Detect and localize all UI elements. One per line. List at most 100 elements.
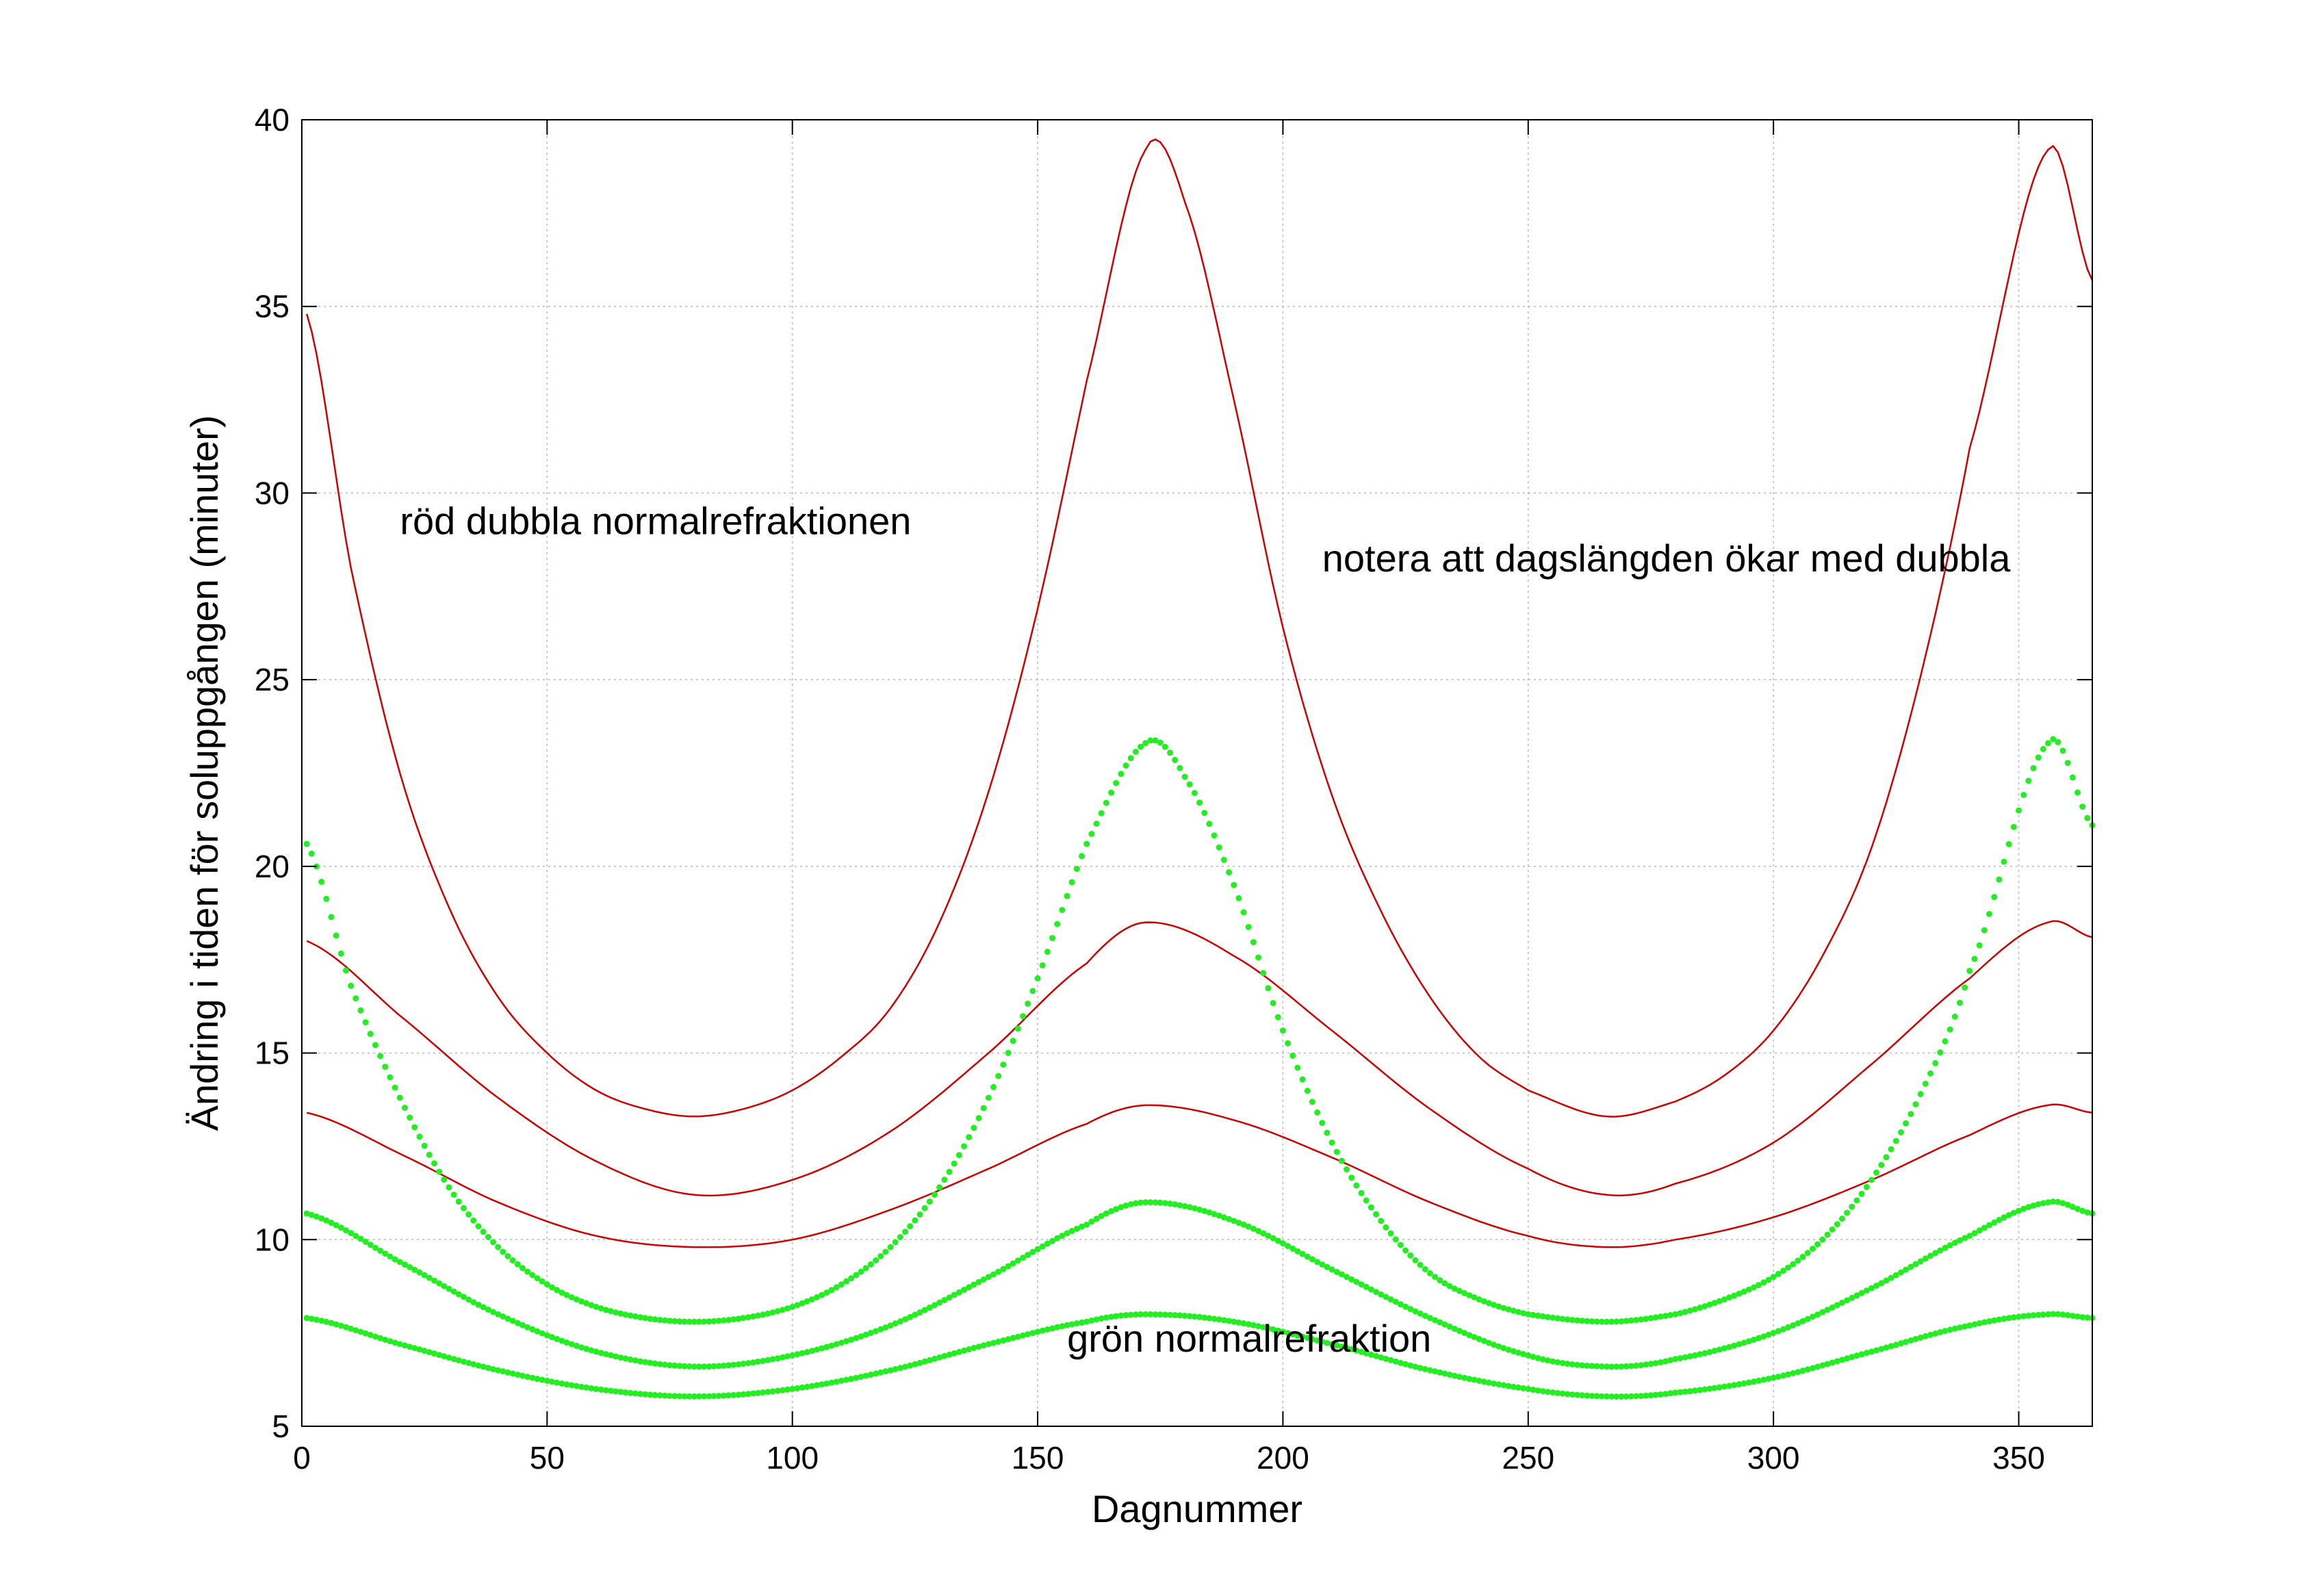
data-point xyxy=(1181,1202,1188,1209)
data-point xyxy=(402,1342,408,1349)
data-point xyxy=(990,1083,997,1090)
data-point xyxy=(2045,740,2051,747)
data-point xyxy=(627,1312,634,1319)
data-point xyxy=(1892,1137,1899,1144)
data-point xyxy=(1510,1348,1517,1354)
data-point xyxy=(882,1368,889,1375)
data-point xyxy=(308,1211,315,1218)
data-point xyxy=(1177,1202,1183,1209)
data-point xyxy=(932,1355,938,1362)
data-point xyxy=(470,1299,477,1306)
data-point xyxy=(1348,1346,1355,1352)
data-point xyxy=(966,1284,973,1291)
data-point xyxy=(784,1353,791,1360)
data-point xyxy=(1029,988,1036,994)
data-point xyxy=(367,1332,374,1339)
data-point xyxy=(1344,1345,1350,1351)
data-point xyxy=(1274,1014,1281,1020)
data-point xyxy=(2069,1203,2076,1210)
data-point xyxy=(588,1347,595,1354)
data-point xyxy=(1338,1157,1345,1164)
data-point xyxy=(543,1378,550,1384)
data-point xyxy=(1623,1363,1630,1369)
data-point xyxy=(554,1336,561,1342)
data-point xyxy=(1873,1169,1880,1176)
data-point xyxy=(1819,1236,1826,1243)
data-point xyxy=(1122,1312,1129,1319)
data-point xyxy=(1745,1338,1752,1345)
data-point xyxy=(1059,1233,1066,1239)
data-point xyxy=(534,1328,541,1335)
data-point xyxy=(573,1296,580,1303)
data-point xyxy=(411,1124,418,1131)
data-point xyxy=(1265,1233,1272,1239)
data-point xyxy=(1432,1368,1439,1375)
data-point xyxy=(2055,738,2062,745)
data-point xyxy=(1947,1026,1953,1033)
data-point xyxy=(1220,1317,1227,1324)
data-point xyxy=(932,1192,938,1198)
data-point xyxy=(1991,894,1998,901)
data-point xyxy=(450,1356,457,1363)
data-point xyxy=(1971,1321,1978,1328)
data-point xyxy=(1922,1333,1929,1339)
data-point xyxy=(1986,1318,1992,1325)
data-point xyxy=(1270,1000,1276,1007)
data-point xyxy=(838,1281,845,1288)
data-point xyxy=(1957,1237,1963,1244)
data-point xyxy=(1304,1087,1311,1094)
data-point xyxy=(343,967,349,974)
data-point xyxy=(907,1362,914,1369)
data-point xyxy=(1289,1331,1296,1337)
data-point xyxy=(975,1343,982,1350)
data-point xyxy=(745,1391,752,1398)
data-point xyxy=(1285,1040,1292,1046)
data-point xyxy=(1491,1380,1498,1387)
data-point xyxy=(475,1362,482,1369)
data-point xyxy=(1294,1248,1301,1254)
data-point xyxy=(1996,1217,2003,1223)
data-point xyxy=(720,1392,727,1399)
data-point xyxy=(1216,1212,1222,1219)
data-point xyxy=(1397,1241,1404,1248)
data-point xyxy=(1868,1285,1875,1291)
data-point xyxy=(2050,1311,2057,1317)
data-point xyxy=(1328,1266,1335,1273)
data-point xyxy=(696,1318,702,1325)
data-point xyxy=(1451,1326,1458,1332)
data-point xyxy=(1858,1289,1865,1296)
data-point xyxy=(730,1361,737,1368)
data-point xyxy=(882,1248,889,1255)
data-point xyxy=(1274,1327,1281,1334)
data-point xyxy=(946,1294,953,1301)
data-point xyxy=(568,1341,575,1348)
data-point xyxy=(1706,1385,1713,1392)
data-point xyxy=(1922,1081,1929,1087)
data-point xyxy=(1073,1225,1080,1232)
data-point xyxy=(769,1388,776,1395)
data-point xyxy=(858,1374,864,1380)
series-dots-green-3 xyxy=(303,736,2096,1325)
data-point xyxy=(1466,1332,1473,1339)
data-point xyxy=(1201,810,1208,816)
data-point xyxy=(1309,1098,1315,1105)
data-point xyxy=(1564,1316,1571,1323)
data-point xyxy=(1127,1201,1134,1208)
data-point xyxy=(2001,858,2007,865)
data-point xyxy=(1480,1298,1487,1304)
data-point xyxy=(1309,1336,1315,1343)
data-point xyxy=(784,1305,791,1312)
data-point xyxy=(1613,1393,1620,1400)
data-point xyxy=(828,1342,835,1349)
data-point xyxy=(446,1354,452,1361)
data-point xyxy=(372,1042,378,1048)
data-point xyxy=(1068,1321,1075,1328)
data-point xyxy=(622,1355,629,1362)
data-point xyxy=(500,1248,506,1255)
series-line-red-0 xyxy=(305,138,2094,1118)
data-point xyxy=(858,1333,864,1340)
data-point xyxy=(652,1360,658,1367)
data-point xyxy=(578,1344,585,1351)
data-point xyxy=(1819,1362,1826,1369)
